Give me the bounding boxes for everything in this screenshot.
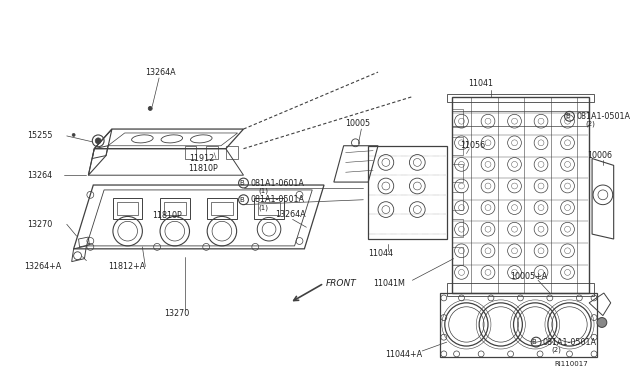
Text: B: B — [565, 113, 570, 119]
Text: 11912: 11912 — [189, 154, 215, 163]
Text: 11044: 11044 — [368, 249, 393, 258]
Text: 13264+A: 13264+A — [24, 262, 62, 271]
Text: 11056: 11056 — [461, 141, 486, 150]
Text: B: B — [239, 180, 244, 186]
Text: 13270: 13270 — [164, 309, 189, 318]
Text: 081A1-0501A: 081A1-0501A — [250, 195, 305, 204]
Text: (2): (2) — [552, 347, 562, 353]
Circle shape — [148, 106, 152, 110]
Text: 11044+A: 11044+A — [385, 350, 422, 359]
Text: B: B — [532, 339, 536, 345]
Text: 11812+A: 11812+A — [108, 262, 145, 271]
Text: 11810P: 11810P — [152, 211, 182, 220]
Text: 11041M: 11041M — [373, 279, 405, 288]
Circle shape — [72, 134, 75, 137]
Text: (2): (2) — [585, 121, 595, 127]
Text: 13264A: 13264A — [145, 68, 176, 77]
Text: 13264A: 13264A — [275, 210, 305, 219]
Text: 081A1-0601A: 081A1-0601A — [250, 179, 304, 187]
Text: B: B — [239, 197, 244, 203]
Circle shape — [597, 318, 607, 327]
Text: 15255: 15255 — [28, 131, 53, 140]
Text: 10006: 10006 — [587, 151, 612, 160]
Text: RI110017: RI110017 — [555, 361, 589, 367]
Text: 10005+A: 10005+A — [511, 272, 548, 281]
Text: FRONT: FRONT — [326, 279, 356, 288]
Text: 10005: 10005 — [346, 119, 371, 128]
Text: 11810P: 11810P — [189, 164, 218, 173]
Text: 13270: 13270 — [28, 220, 52, 229]
Text: (1): (1) — [258, 187, 268, 194]
Text: 11041: 11041 — [468, 79, 493, 89]
Text: (1): (1) — [258, 204, 268, 211]
Text: 081A1-0501A: 081A1-0501A — [577, 112, 630, 121]
Circle shape — [95, 138, 101, 144]
Text: 081A1-0501A: 081A1-0501A — [543, 338, 597, 347]
Text: 13264: 13264 — [28, 171, 52, 180]
